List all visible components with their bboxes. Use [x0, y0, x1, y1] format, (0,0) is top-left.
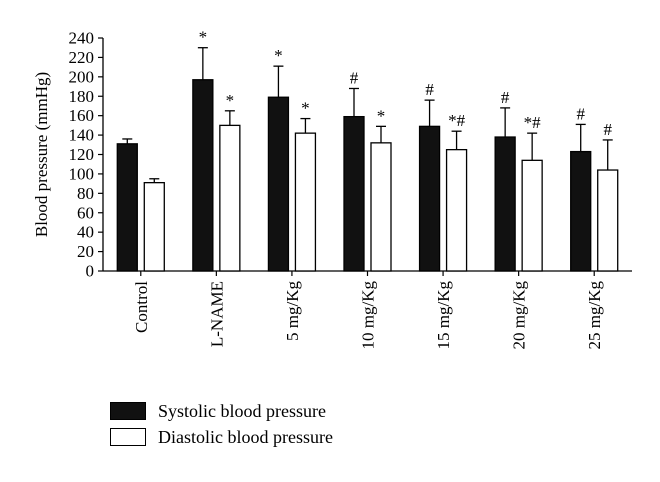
- x-tick-label: 5 mg/Kg: [283, 281, 302, 341]
- y-tick-label: 220: [69, 48, 95, 67]
- x-tick-label: 10 mg/Kg: [359, 281, 378, 350]
- bar-systolic: [116, 143, 138, 272]
- y-tick-label: 80: [77, 184, 94, 203]
- legend-item-systolic: Systolic blood pressure: [110, 398, 333, 424]
- x-tick-label: 25 mg/Kg: [585, 281, 604, 350]
- bar-diastolic: [597, 169, 619, 272]
- significance-marker: *: [377, 106, 386, 125]
- significance-marker: #: [350, 68, 359, 87]
- significance-marker: #: [501, 88, 510, 107]
- bar-diastolic: [370, 142, 392, 272]
- y-tick-label: 20: [77, 242, 94, 261]
- legend-swatch-systolic: [110, 402, 146, 420]
- legend-label-systolic: Systolic blood pressure: [158, 400, 326, 421]
- significance-marker: #: [576, 104, 585, 123]
- bar-diastolic: [143, 182, 165, 272]
- bar-systolic: [418, 125, 441, 272]
- legend-swatch-diastolic: [110, 428, 146, 446]
- significance-marker: *#: [524, 113, 542, 132]
- y-tick-label: 240: [69, 29, 95, 48]
- x-tick-label: 20 mg/Kg: [510, 281, 529, 350]
- legend: Systolic blood pressure Diastolic blood …: [110, 398, 333, 450]
- y-tick-label: 100: [69, 164, 95, 183]
- y-tick-label: 0: [86, 262, 95, 281]
- bar-systolic: [570, 150, 592, 272]
- significance-marker: *: [199, 28, 208, 47]
- bar-systolic: [343, 115, 365, 272]
- bar-systolic: [494, 136, 516, 272]
- x-tick-label: 15 mg/Kg: [434, 281, 453, 350]
- significance-marker: #: [425, 80, 434, 99]
- significance-marker: *: [274, 46, 283, 65]
- y-tick-label: 60: [77, 203, 94, 222]
- significance-marker: *: [301, 99, 310, 118]
- bar-diastolic: [219, 124, 241, 272]
- bar-diastolic: [294, 132, 317, 272]
- bar-diastolic: [521, 159, 543, 272]
- y-tick-label: 40: [77, 223, 94, 242]
- legend-label-diastolic: Diastolic blood pressure: [158, 426, 333, 447]
- y-axis-title: Blood pressure (mmHg): [32, 72, 51, 237]
- legend-item-diastolic: Diastolic blood pressure: [110, 424, 333, 450]
- bar-systolic: [192, 79, 214, 272]
- y-tick-label: 140: [69, 126, 95, 145]
- x-tick-label: Control: [132, 281, 151, 333]
- bar-diastolic: [445, 148, 468, 272]
- y-tick-label: 180: [69, 87, 95, 106]
- y-tick-label: 120: [69, 145, 95, 164]
- y-tick-label: 160: [69, 106, 95, 125]
- significance-marker: *#: [448, 111, 466, 130]
- bar-systolic: [267, 96, 290, 272]
- significance-marker: #: [603, 120, 612, 139]
- y-tick-label: 200: [69, 67, 95, 86]
- significance-marker: *: [226, 91, 235, 110]
- x-tick-label: L-NAME: [207, 281, 226, 347]
